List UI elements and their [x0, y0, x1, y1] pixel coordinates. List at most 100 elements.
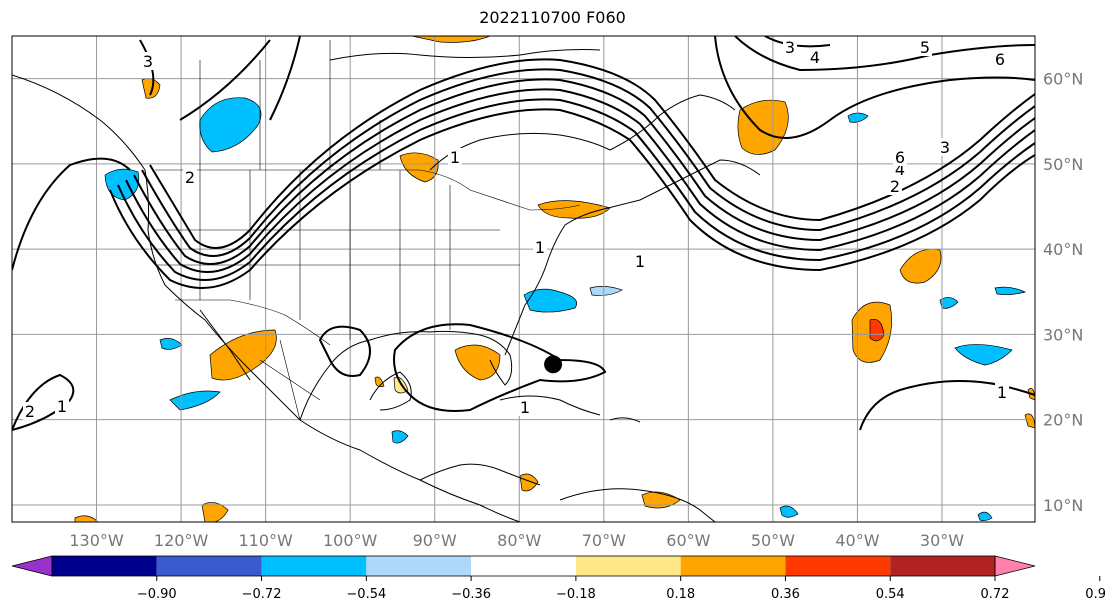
- anomaly-positive: [1024, 413, 1035, 429]
- anomaly-positive: [201, 502, 229, 522]
- latitude-tick-label: 20°N: [1043, 411, 1083, 430]
- longitude-tick-label: 50°W: [751, 531, 795, 550]
- colorbar-tick-label: 0.90: [1085, 587, 1105, 602]
- colorbar-tick-label: −0.54: [346, 587, 386, 602]
- colorbar-tick-label: −0.72: [242, 587, 282, 602]
- coastlines: [12, 49, 761, 522]
- contour-label-bg: [893, 148, 907, 166]
- contour-label: 1: [997, 383, 1007, 402]
- border-us-mexico: [175, 299, 331, 346]
- colorbar-segment: [575, 556, 681, 576]
- contour-label: 3: [940, 138, 950, 157]
- anomaly-positive: [74, 515, 99, 522]
- colorbar-tick-label: −0.36: [451, 587, 491, 602]
- contour-label-bg: [938, 138, 952, 156]
- anomaly-negative: [159, 338, 183, 350]
- anomaly-negative: [779, 505, 799, 518]
- colorbar-tick-label: 0.72: [981, 587, 1010, 602]
- contour-line: [109, 108, 1035, 289]
- anomaly-positive: [537, 200, 611, 219]
- anomaly-positive: [869, 319, 885, 342]
- longitude-tick-label: 90°W: [413, 531, 457, 550]
- anomaly-negative: [169, 390, 221, 411]
- anomaly-negative: [954, 344, 1013, 366]
- anomaly-positive: [399, 152, 439, 183]
- contour-label: 4: [895, 160, 905, 179]
- border-us-canada: [155, 169, 581, 211]
- contour-lines: [12, 36, 1035, 431]
- coastline-south-america: [559, 488, 716, 522]
- colorbar-segment: [680, 556, 786, 576]
- contour-line: [125, 88, 1035, 273]
- latitude-tick-label: 10°N: [1043, 496, 1083, 515]
- anomaly-positive: [519, 473, 539, 492]
- contour-label: 1: [635, 252, 645, 271]
- contour-label-bg: [783, 38, 797, 56]
- contour-label-bg: [633, 252, 647, 270]
- coastline-cuba: [499, 395, 601, 416]
- contour-label: 6: [895, 148, 905, 167]
- latitude-labels: 60°N 50°N 40°N 30°N 20°N 10°N: [1043, 70, 1083, 515]
- contour-label-bg: [993, 50, 1007, 68]
- border-states-1: [155, 170, 520, 340]
- longitude-tick-label: 70°W: [582, 531, 626, 550]
- contour-label: 3: [143, 52, 153, 71]
- border-canada-provinces: [199, 40, 381, 170]
- colorbar-extend-low: [11, 555, 53, 577]
- map-background: [12, 36, 1035, 522]
- anomaly-positive: [899, 248, 942, 284]
- contour-label: 1: [450, 148, 460, 167]
- contour-line: [12, 373, 75, 431]
- contour-label: 3: [785, 38, 795, 57]
- storm-center-marker: [544, 355, 563, 374]
- contour-line: [393, 323, 607, 412]
- anomaly-positive: [411, 36, 491, 43]
- map-frame: [11, 35, 1036, 523]
- longitude-tick-label: 40°W: [835, 531, 879, 550]
- longitude-labels: 130°W 120°W 110°W 100°W 90°W 80°W 70°W 60°W 50°W…: [69, 531, 964, 550]
- longitude-tick-label: 60°W: [666, 531, 710, 550]
- colorbar-segment: [366, 556, 472, 576]
- anomaly-negative: [847, 112, 869, 123]
- colorbar-tick-label: −0.18: [556, 587, 596, 602]
- anomaly-negative: [199, 97, 262, 153]
- contour-label-bg: [918, 38, 932, 56]
- contour-label-bg: [808, 48, 822, 66]
- contour-line: [141, 68, 1035, 257]
- colorbar-segment: [785, 556, 891, 576]
- colorbar-tick-label: −0.90: [137, 587, 177, 602]
- longitude-tick-label: 100°W: [323, 531, 378, 550]
- border-mexico-states: [259, 339, 321, 421]
- coastline-arctic: [329, 49, 601, 61]
- colorbar-segment: [156, 556, 262, 576]
- colorbar-tick-label: 0.54: [876, 587, 905, 602]
- contour-label-bg: [55, 397, 69, 415]
- contour-line: [117, 98, 1035, 281]
- coastline-baja: [199, 309, 251, 381]
- contour-line: [859, 380, 1035, 431]
- colorbar-segment: [261, 556, 367, 576]
- anomaly-positive: [209, 329, 277, 381]
- colorbar-extend-high: [994, 555, 1036, 577]
- contour-label-bg: [995, 383, 1009, 401]
- contour-label: 4: [810, 48, 820, 67]
- contour-label: 5: [920, 38, 930, 57]
- anomaly-positive: [454, 344, 501, 381]
- latitude-tick-label: 50°N: [1043, 155, 1083, 174]
- latitude-tick-label: 40°N: [1043, 240, 1083, 259]
- longitude-tick-label: 30°W: [920, 531, 964, 550]
- contour-line: [133, 78, 1035, 265]
- colorbar: −0.90 −0.72 −0.54 −0.36 −0.18 0.18 0.36 0.54 0.7…: [11, 555, 1105, 602]
- coastline-gulf-mexico: [299, 330, 513, 421]
- colorbar-outline: [51, 555, 996, 577]
- colorbar-segment: [471, 556, 576, 576]
- colorbar-tick-label: 0.18: [666, 587, 695, 602]
- colorbar-segment: [890, 556, 995, 576]
- contour-line: [12, 157, 131, 271]
- political-borders: [155, 40, 581, 421]
- colorbar-segment: [52, 556, 157, 576]
- latitude-tick-label: 60°N: [1043, 70, 1083, 89]
- coastline-central-america: [419, 463, 541, 486]
